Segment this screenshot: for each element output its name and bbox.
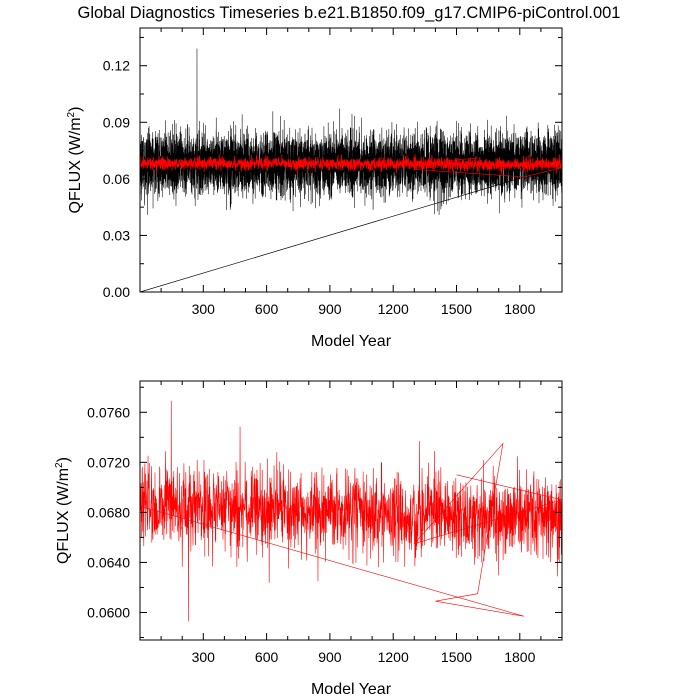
bottom-y-axis-label-sup: 2 (54, 462, 65, 468)
x-tick-label: 900 (318, 301, 342, 317)
x-tick-label: 900 (318, 649, 342, 665)
bottom-x-axis-label: Model Year (311, 681, 392, 698)
x-tick-label: 300 (192, 301, 216, 317)
bottom-y-axis-label-tail: ) (55, 457, 72, 462)
top-panel: 300 600 900 1200 1500 1800 0.00 0.03 0.06 0.09 0.1… (66, 27, 563, 350)
series-line-annual (140, 400, 562, 622)
y-tick-label: 0.0640 (87, 554, 130, 570)
series-line-monthly (140, 48, 562, 215)
bottom-panel: 300 600 900 1200 1500 1800 0.0600 0.0640 0.0680 0… (54, 380, 563, 698)
y-tick-label: 0.0600 (87, 604, 130, 620)
bottom-y-axis-label-main: QFLUX (W/m (55, 468, 72, 564)
top-x-axis-label: Model Year (311, 333, 392, 350)
bottom-y-axis-label: QFLUX (W/m2) (54, 457, 72, 564)
y-tick-label: 0.03 (103, 227, 130, 243)
top-y-axis-label: QFLUX (W/m2) (66, 107, 84, 214)
x-tick-label: 300 (192, 649, 216, 665)
top-y-axis-label-tail: ) (67, 107, 84, 112)
top-panel-data (140, 48, 562, 292)
series-line-annual (140, 154, 562, 175)
bottom-axis-ticks: 300 600 900 1200 1500 1800 0.0600 0.0640 0.0680 0… (87, 381, 562, 665)
x-tick-label: 600 (255, 649, 279, 665)
chart-title: Global Diagnostics Timeseries b.e21.B185… (78, 4, 621, 22)
x-tick-label: 1200 (378, 649, 409, 665)
series-restart-segment (414, 157, 562, 178)
top-y-axis-label-main: QFLUX (W/m (67, 117, 84, 213)
x-tick-label: 1200 (378, 301, 409, 317)
y-tick-label: 0.0680 (87, 504, 130, 520)
top-y-axis-label-sup: 2 (66, 111, 77, 117)
y-tick-label: 0.0760 (87, 404, 130, 420)
y-tick-label: 0.06 (103, 171, 130, 187)
x-tick-label: 1800 (504, 649, 535, 665)
y-tick-label: 0.12 (103, 58, 130, 74)
y-tick-label: 0.09 (103, 114, 130, 130)
x-tick-label: 600 (255, 301, 279, 317)
y-tick-label: 0.00 (103, 284, 130, 300)
top-axis-ticks: 300 600 900 1200 1500 1800 0.00 0.03 0.06 0.09 0.1… (103, 28, 562, 317)
x-tick-label: 1500 (441, 301, 472, 317)
artifact-line (140, 176, 525, 292)
x-tick-label: 1500 (441, 649, 472, 665)
bottom-panel-data (140, 400, 562, 622)
x-tick-label: 1800 (504, 301, 535, 317)
series-restart-segment (140, 442, 562, 617)
y-tick-label: 0.0720 (87, 454, 130, 470)
